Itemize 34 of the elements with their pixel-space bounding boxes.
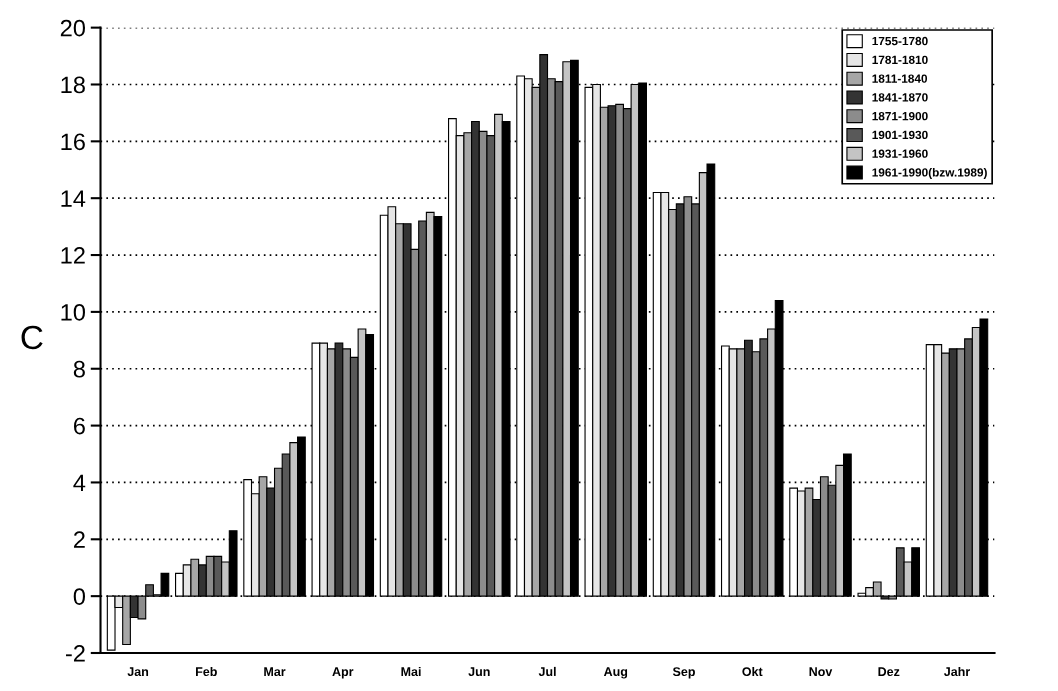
x-tick-label: Mai — [401, 666, 421, 677]
x-tick-label: Apr — [332, 667, 354, 679]
legend-label: 1811-1840 — [872, 74, 928, 83]
legend-label: 1931-1960 — [872, 149, 928, 158]
y-tick-label: -2 — [65, 645, 85, 662]
legend-label: 1781-1810 — [872, 55, 928, 64]
legend-label: 1841-1870 — [872, 93, 928, 102]
legend-label: 1755-1780 — [872, 36, 928, 46]
x-tick-label: Nov — [809, 667, 833, 677]
y-tick-label: 18 — [61, 76, 85, 94]
x-tick-label: Jan — [127, 667, 149, 677]
x-tick-label: Okt — [742, 666, 763, 677]
y-tick-label: 6 — [74, 417, 85, 435]
x-tick-label: Feb — [196, 666, 217, 677]
legend-label: 1901-1930 — [872, 130, 928, 140]
y-tick-label: 12 — [61, 247, 85, 264]
y-tick-label: 20 — [60, 19, 86, 37]
x-tick-label: Jahr — [943, 666, 970, 677]
x-tick-label: Aug — [603, 667, 628, 679]
x-tick-label: Jun — [468, 667, 490, 677]
y-tick-label: 16 — [61, 133, 85, 151]
y-tick-label: 10 — [61, 303, 86, 321]
legend-label: 1961-1990(bzw.1989) — [872, 167, 987, 179]
x-tick-label: Sep — [672, 667, 695, 679]
y-axis-title: C — [21, 325, 43, 350]
y-tick-label: 0 — [73, 588, 85, 605]
x-tick-label: Jul — [538, 666, 556, 677]
legend-label: 1871-1900 — [872, 111, 928, 121]
y-tick-label: 4 — [73, 474, 86, 491]
y-tick-label: 8 — [73, 360, 85, 378]
x-tick-label: Dez — [878, 667, 900, 677]
y-tick-label: 14 — [61, 190, 86, 207]
y-tick-label: 2 — [73, 531, 85, 548]
x-tick-label: Mar — [264, 667, 286, 677]
